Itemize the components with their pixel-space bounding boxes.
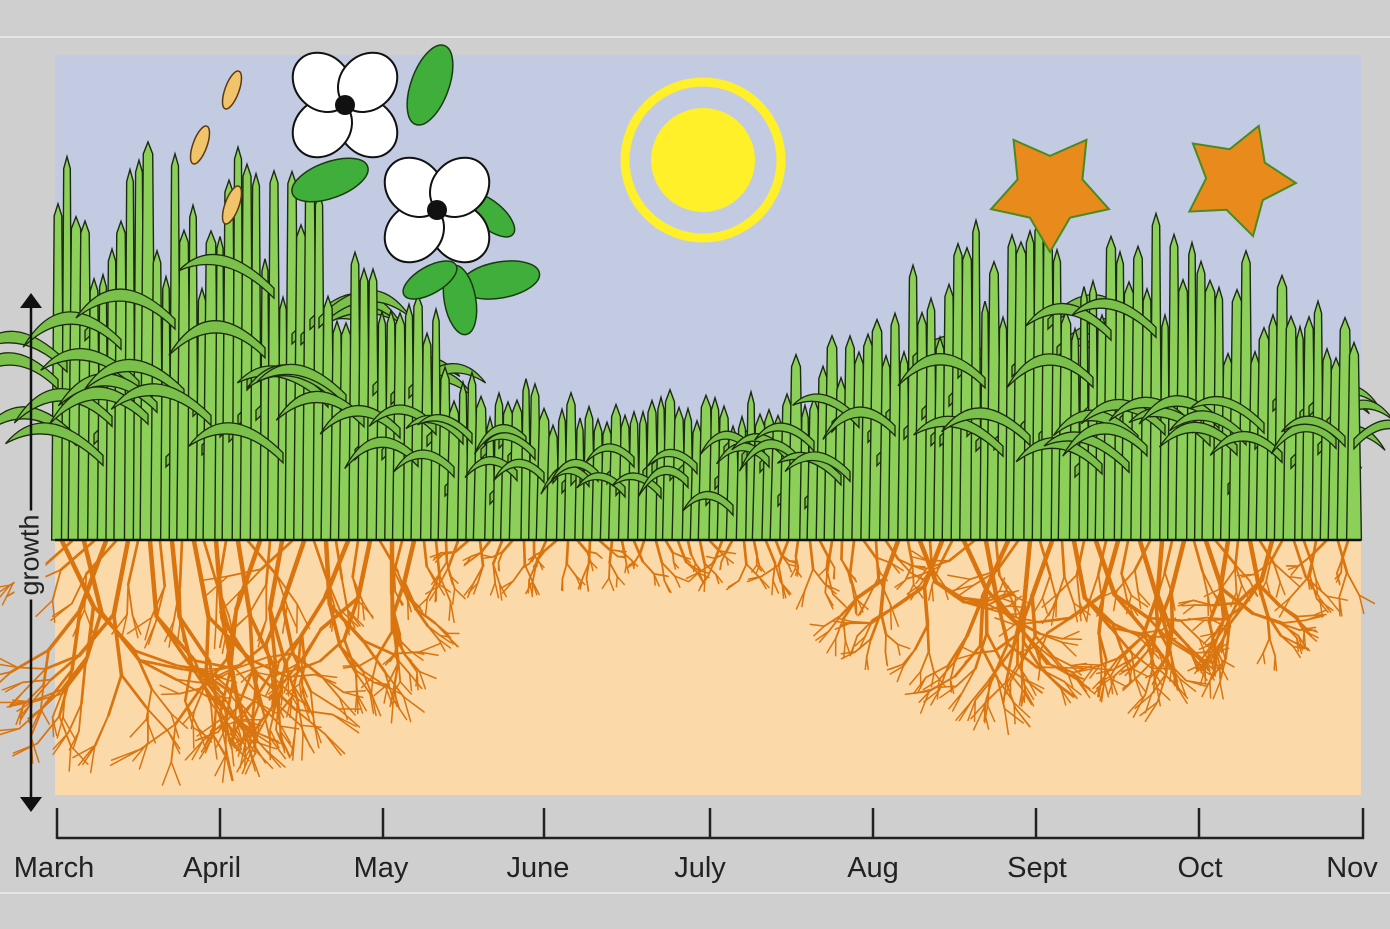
grass-seedhead-icon: [221, 185, 243, 225]
month-label: Nov: [1326, 852, 1378, 884]
grass-leaf: [1169, 410, 1247, 447]
y-axis-label: growth: [14, 510, 46, 600]
grass-leaf: [75, 288, 176, 331]
grass-leaf: [637, 465, 689, 497]
leaf: [291, 157, 369, 203]
grass-leaf: [822, 406, 896, 440]
month-label: Oct: [1177, 852, 1223, 884]
grass-leaf: [1071, 298, 1157, 339]
grass-leaf: [84, 358, 185, 401]
bottom-divider: [0, 892, 1390, 894]
month-label: July: [674, 852, 726, 884]
grass-leaf: [1209, 430, 1283, 465]
grass-leaf: [256, 363, 347, 407]
flower-center: [427, 200, 447, 220]
grass-leaf: [754, 422, 815, 453]
grass-leaf: [110, 383, 212, 427]
grass-leaf: [0, 352, 59, 392]
leaf: [402, 260, 458, 300]
grass-leaf: [576, 472, 626, 499]
month-label: June: [506, 852, 570, 884]
grass-leaf: [913, 415, 1004, 458]
leaf: [406, 44, 454, 126]
maple-leaf: [1187, 123, 1298, 238]
grass-leaf: [1353, 419, 1390, 451]
grass-leaf: [344, 436, 419, 469]
grass-leaf: [187, 422, 284, 465]
month-label: Aug: [847, 852, 899, 884]
grass-leaf: [738, 438, 797, 472]
grass-leaf: [1006, 353, 1094, 389]
month-label: March: [13, 852, 95, 884]
grass-seedhead-icon: [221, 70, 243, 110]
month-label: Sept: [1007, 852, 1067, 884]
grass-leaf: [1189, 395, 1265, 435]
month-axis: [55, 808, 1365, 840]
grass-leaf: [417, 413, 473, 446]
grass-seedhead-icon: [189, 125, 211, 165]
grass-leaf: [1043, 431, 1130, 474]
month-label: April: [182, 852, 242, 884]
maple-leaf: [989, 138, 1111, 254]
roots: [0, 538, 1376, 786]
grass-leaf: [492, 458, 545, 485]
grass-leaf: [178, 253, 275, 300]
grass-leaf: [897, 353, 986, 390]
dogwood-flower-icon: [291, 44, 541, 336]
grass: [0, 70, 1390, 541]
grass-leaf: [393, 449, 455, 479]
grass-leaf: [168, 320, 266, 360]
grass-leaf: [1158, 421, 1238, 457]
grass-leaf: [1062, 422, 1148, 458]
maple-leaf-icon: [989, 123, 1298, 254]
grass-leaf: [941, 407, 1031, 448]
grass-leaf: [22, 311, 122, 351]
grass-leaf: [646, 448, 698, 476]
month-label: May: [353, 852, 409, 884]
top-divider: [0, 36, 1390, 38]
grass-leaf: [585, 443, 635, 469]
grass-leaf: [682, 490, 734, 517]
grass-leaf: [784, 451, 851, 484]
flower-center: [335, 95, 355, 115]
sun-icon: [620, 77, 786, 243]
grass-leaf: [549, 458, 599, 484]
grass-leaf: [483, 432, 536, 462]
grass-leaf: [1280, 415, 1346, 449]
